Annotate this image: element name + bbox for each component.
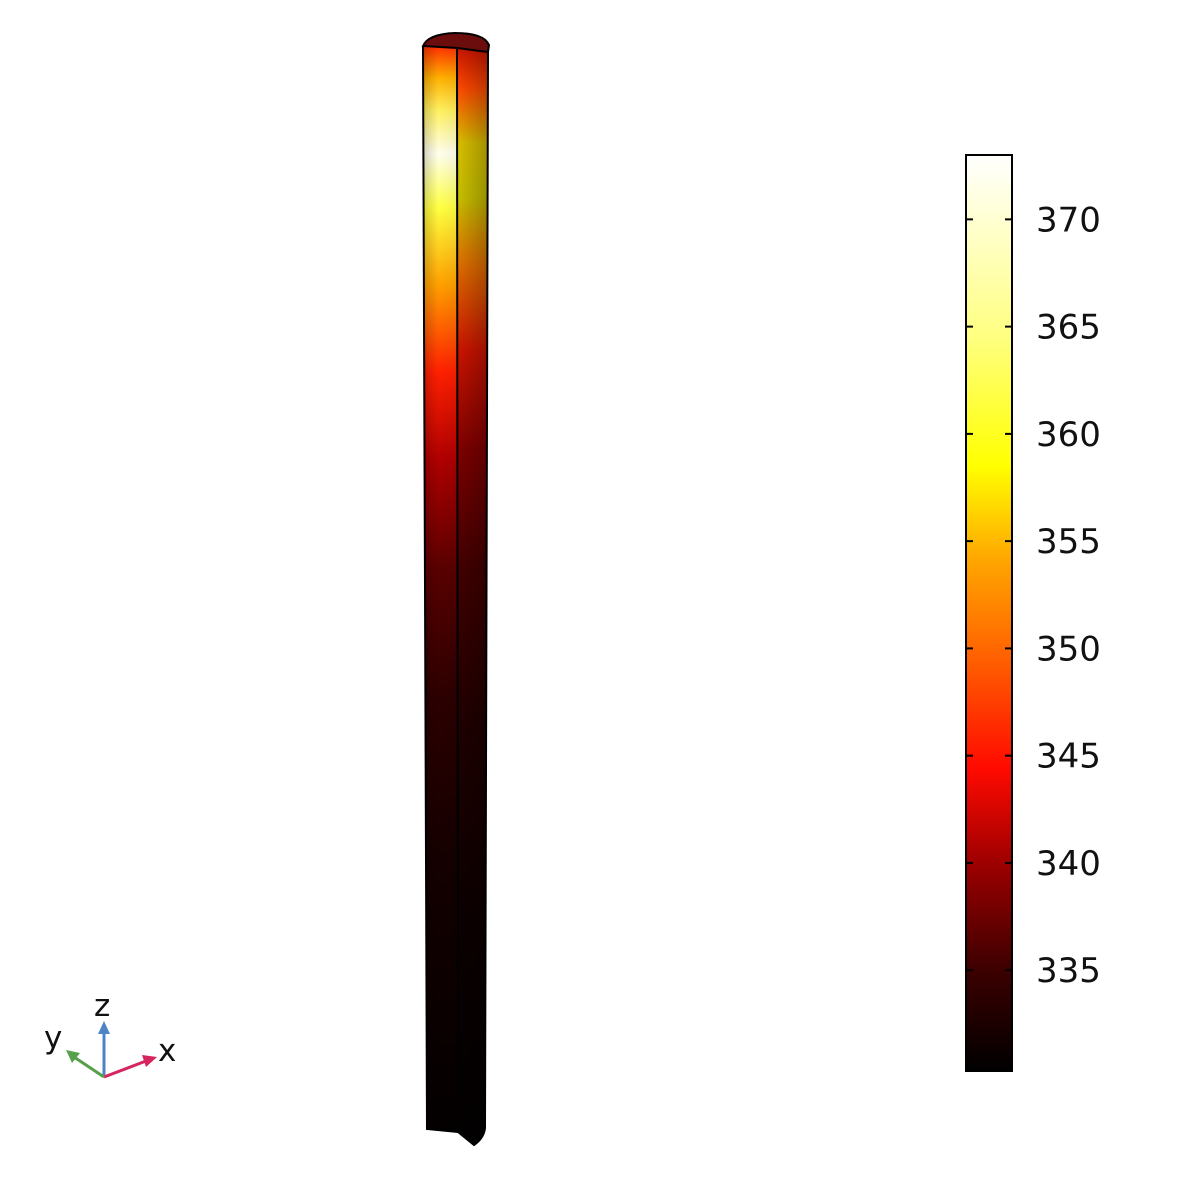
axis-triad: z x y <box>44 988 176 1079</box>
x-axis-arrowhead <box>142 1055 157 1067</box>
rod-front-shading <box>423 46 458 1132</box>
y-axis-arrow <box>73 1055 105 1079</box>
colorbar-tick-label: 345 <box>1036 737 1101 777</box>
colorbar-ramp <box>965 154 1013 1072</box>
colorbar-tick-label: 335 <box>1036 951 1101 991</box>
colorbar: 370 365 360 355 350 345 340 335 <box>965 154 1101 1072</box>
y-axis-label: y <box>44 1020 62 1056</box>
colorbar-tick-label: 340 <box>1036 844 1101 884</box>
rod-outline <box>422 45 489 1147</box>
colorbar-tick-label: 350 <box>1036 629 1101 669</box>
rod-geometry <box>421 31 491 1147</box>
colorbar-ticks: 370 365 360 355 350 345 340 335 <box>966 200 1101 991</box>
z-axis-label: z <box>94 988 110 1024</box>
z-axis-arrowhead <box>98 1021 110 1034</box>
rod-side-shading <box>457 48 488 1145</box>
y-axis-arrowhead <box>66 1050 80 1063</box>
colorbar-tick-label: 370 <box>1036 200 1101 240</box>
x-axis-label: x <box>158 1033 176 1069</box>
rod-top-cap <box>421 31 491 54</box>
rod-seam-edge <box>456 47 459 1133</box>
colorbar-tick-label: 355 <box>1036 522 1101 562</box>
x-axis-arrow <box>103 1059 147 1079</box>
colorbar-tick-label: 360 <box>1036 415 1101 455</box>
colorbar-tick-label: 365 <box>1036 308 1101 348</box>
